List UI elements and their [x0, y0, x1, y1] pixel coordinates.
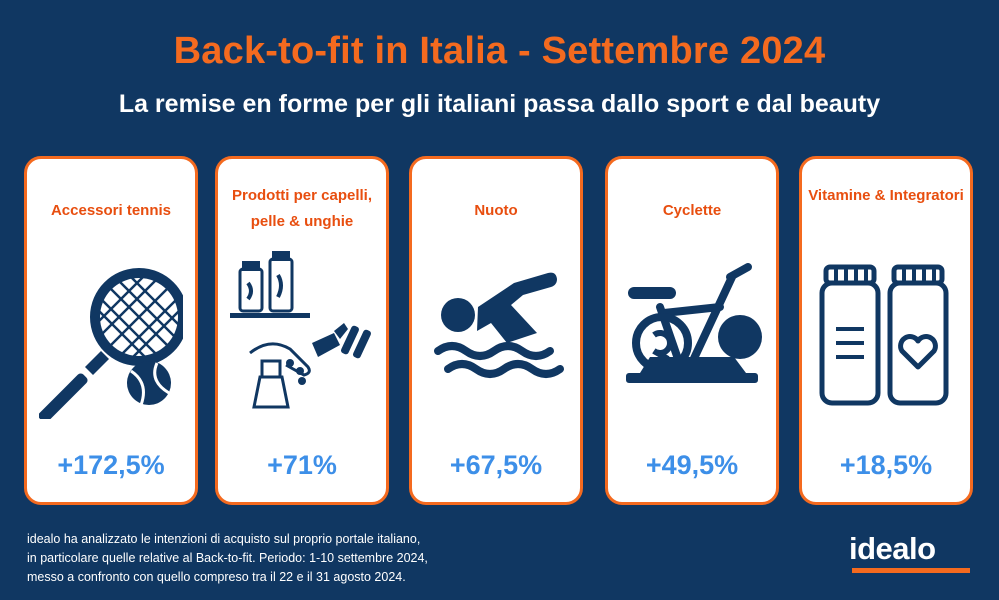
beauty-products-icon — [230, 251, 371, 409]
footnote-line: in particolare quelle relative al Back-t… — [27, 551, 428, 565]
category-card-beauty: Prodotti per capelli, pelle & unghie +71… — [215, 156, 389, 505]
page-subtitle: La remise en forme per gli italiani pass… — [118, 90, 881, 118]
category-label: Nuoto — [474, 202, 518, 219]
growth-value: +71% — [267, 450, 337, 480]
swimmer-icon — [434, 272, 564, 378]
category-card-tennis: Accessori tennis +172,5% — [24, 156, 198, 505]
category-label: Cyclette — [662, 202, 722, 219]
tennis-racket-ball-icon — [39, 268, 183, 419]
category-card-cyclette: Cyclette +49,5% — [605, 156, 779, 505]
logo-text: idealo — [849, 531, 936, 566]
supplement-bottles-icon — [819, 264, 949, 406]
exercise-bike-icon — [626, 263, 762, 383]
footnote-line: idealo ha analizzato le intenzioni di ac… — [27, 532, 421, 546]
category-card-vitamins: Vitamine & Integratori +18,5% — [799, 156, 973, 505]
logo-underline — [852, 568, 970, 573]
page-title: Back-to-fit in Italia - Settembre 2024 — [173, 30, 826, 72]
growth-value: +67,5% — [449, 450, 543, 480]
growth-value: +172,5% — [57, 450, 165, 480]
category-label: Accessori tennis — [50, 202, 172, 219]
category-card-swimming: Nuoto +67,5% — [409, 156, 583, 505]
footnote-line: messo a confronto con quello compreso tr… — [27, 570, 406, 584]
idealo-logo: idealo — [849, 531, 971, 574]
growth-value: +49,5% — [645, 450, 739, 480]
category-label: Prodotti per capelli, pelle & unghie — [231, 187, 373, 230]
growth-value: +18,5% — [839, 450, 933, 480]
category-label: Vitamine & Integratori — [808, 187, 964, 204]
methodology-footnote: idealo ha analizzato le intenzioni di ac… — [27, 530, 547, 587]
